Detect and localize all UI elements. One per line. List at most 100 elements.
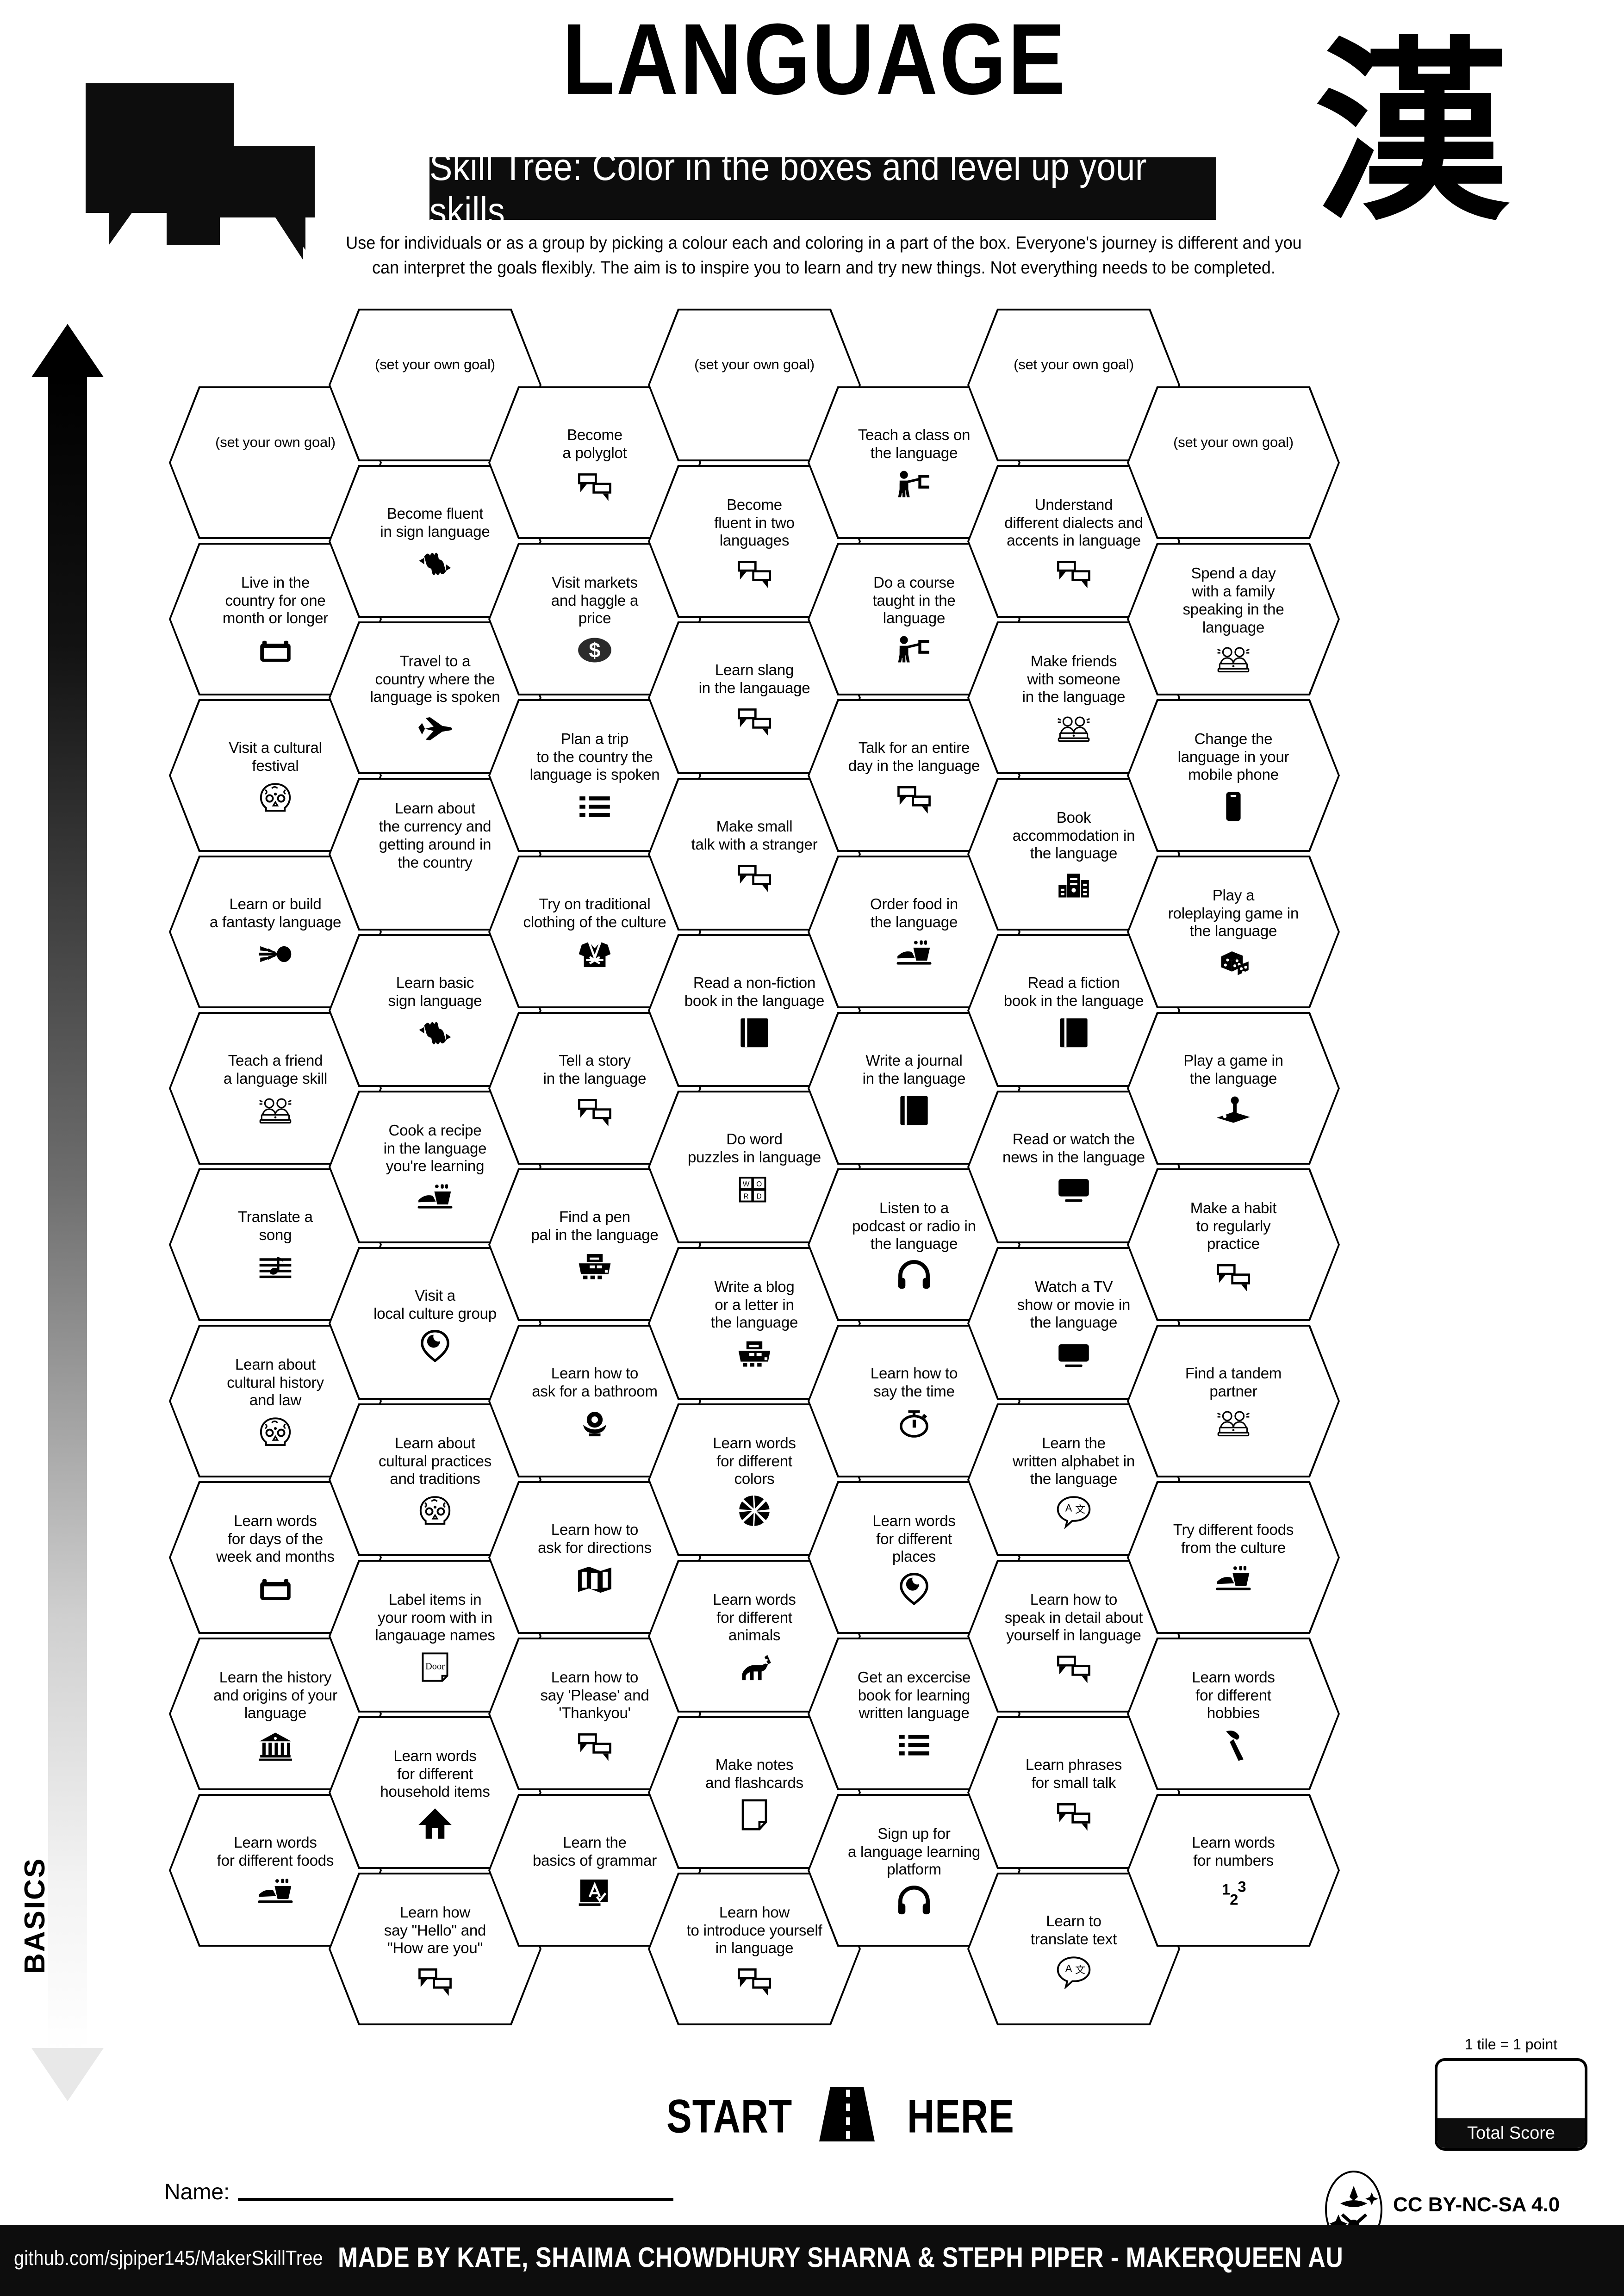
skill-tile[interactable]: Learn words for different hobbies [1127, 1638, 1340, 1790]
chat-icon [417, 1962, 453, 1998]
skill-tile[interactable]: (set your own goal) [329, 309, 541, 461]
dog-icon [736, 1649, 772, 1685]
food-icon [1215, 1562, 1251, 1598]
stopwatch-icon [896, 1405, 932, 1441]
skill-tile-label: Learn how to say 'Please' and 'Thankyou' [540, 1668, 649, 1722]
skill-tile-label: Learn words for different animals [713, 1590, 796, 1644]
two-people-icon [257, 1092, 293, 1129]
teacher-icon [896, 467, 932, 503]
skill-tile-label: Play a roleplaying game in the language [1168, 886, 1299, 940]
house-icon [417, 1806, 453, 1842]
sign-hands-icon [417, 1015, 453, 1051]
skill-tile-label: Travel to a country where the language is … [370, 652, 500, 706]
footer-github-url[interactable]: github.com/sjpiper145/MakerSkillTree [14, 2247, 323, 2270]
chat-icon [1056, 554, 1092, 590]
start-label: START [666, 2090, 793, 2143]
skill-tile[interactable]: Find a tandem partner [1127, 1325, 1340, 1477]
skill-tile-body: Play a roleplaying game in the language [1129, 857, 1338, 1006]
skill-tile-label: Teach a class on the language [858, 426, 971, 461]
skill-tile-label: Learn words for days of the week and month… [216, 1512, 335, 1565]
color-wheel-icon [736, 1493, 772, 1529]
chat-icon [736, 554, 772, 590]
intro-paragraph: Use for individuals or as a group by pic… [346, 232, 1302, 278]
chat-icon [577, 467, 613, 503]
skill-tile-label: Do a course taught in the language [872, 573, 956, 627]
skill-tile[interactable]: (set your own goal) [1127, 386, 1340, 539]
kimono-icon [577, 936, 613, 972]
page-title: LANGUAGE [562, 3, 1067, 116]
skill-tile-label: Make small talk with a stranger [691, 818, 818, 853]
svg-text:D: D [757, 1192, 762, 1200]
svg-text:$: $ [589, 639, 600, 662]
svg-text:W: W [743, 1180, 750, 1188]
skill-tile-label: Learn words for different foods [217, 1834, 334, 1869]
skill-tile-label: Become fluent in sign language [380, 505, 490, 540]
skill-tile-label: Order food in the language [870, 895, 958, 931]
joystick-icon [1215, 1092, 1251, 1129]
name-field-row[interactable]: Name: [164, 2172, 673, 2205]
skill-tile[interactable]: Spend a day with a family speaking in the … [1127, 543, 1340, 695]
food-icon [896, 936, 932, 972]
dollar-icon: $ [577, 632, 613, 668]
skill-tile-body: Learn phrases for small talk [969, 1718, 1178, 1867]
svg-text:文: 文 [1075, 1504, 1085, 1516]
here-label: HERE [907, 2090, 1014, 2143]
skill-tile-label: Read a fiction book in the language [1003, 974, 1144, 1009]
chat-icon [736, 1962, 772, 1998]
list-icon [896, 1727, 932, 1763]
skill-tile-label: Visit markets and haggle a price [551, 573, 639, 627]
two-people-icon [1056, 711, 1092, 747]
skill-tile-body: Learn words for different hobbies [1129, 1639, 1338, 1788]
kanji-character: 漢 [1314, 21, 1509, 247]
footer-credit-text: MADE BY KATE, SHAIMA CHOWDHURY SHARNA & … [338, 2242, 1344, 2274]
skill-tile[interactable]: Learn words for numbers 1 2 3 [1127, 1794, 1340, 1947]
skill-tile[interactable]: Watch a TV show or movie in the language [967, 1247, 1180, 1400]
skill-tile-body: (set your own goal) [1129, 388, 1338, 537]
skill-tile-label: Become a polyglot [562, 426, 627, 461]
skill-tile-body: Make a habit to regularly practice [1129, 1170, 1338, 1319]
chat-icon [1056, 1649, 1092, 1685]
pin-icon [417, 1328, 453, 1364]
chat-icon [577, 1092, 613, 1129]
skill-tile-label: Learn words for different places [872, 1512, 956, 1565]
skill-tile-body: Try different foods from the culture [1129, 1483, 1338, 1632]
skill-tile[interactable]: Learn to translate text A 文 [967, 1873, 1180, 2025]
svg-text:Door: Door [425, 1662, 445, 1672]
svg-text:2: 2 [1230, 1891, 1238, 1908]
skill-tile-label: (set your own goal) [694, 356, 815, 372]
svg-text:O: O [756, 1180, 762, 1188]
skill-tile-label: Visit a local culture group [373, 1287, 497, 1322]
skill-tile[interactable]: Play a roleplaying game in the language [1127, 856, 1340, 1008]
skill-tile[interactable]: Change the language in your mobile phone [1127, 699, 1340, 852]
skill-tile-label: Learn how to introduce yourself in languag… [686, 1903, 822, 1957]
axis-arrow-up-icon [31, 324, 104, 377]
skill-tile-body: Play a game in the language [1129, 1014, 1338, 1163]
skill-tile-label: Learn how say "Hello" and "How are you" [384, 1903, 486, 1957]
skill-tile-label: Learn the written alphabet in the language [1012, 1434, 1135, 1488]
headphones-icon [896, 1258, 932, 1294]
skill-tile-label: Sign up for a language learning platform [847, 1824, 981, 1878]
book-icon [896, 1092, 932, 1129]
skill-tile-label: Try different foods from the culture [1173, 1521, 1294, 1556]
skill-tile[interactable]: Play a game in the language [1127, 1012, 1340, 1165]
book-icon [736, 1015, 772, 1051]
chat-icon [1056, 1797, 1092, 1833]
toilet-icon [577, 1405, 613, 1441]
museum-icon [257, 1727, 293, 1763]
skill-tile-label: Try on traditional clothing of the cultur… [523, 895, 666, 931]
skill-tile[interactable]: Try different foods from the culture [1127, 1481, 1340, 1634]
name-input-line[interactable] [238, 2198, 673, 2201]
plane-icon [417, 711, 453, 747]
svg-text:A: A [1065, 1502, 1072, 1514]
score-panel: 1 tile = 1 point Total Score [1435, 2036, 1587, 2152]
skill-tile-label: Learn to translate text [1030, 1912, 1117, 1948]
skill-tile-label: Learn about cultural practices and traditi… [379, 1434, 492, 1488]
skill-tile[interactable]: Label items in your room with in langauage… [329, 1560, 541, 1713]
hammer-icon [1215, 1727, 1251, 1763]
skill-tile-label: (set your own goal) [375, 356, 495, 372]
skill-tile[interactable]: Make a habit to regularly practice [1127, 1168, 1340, 1321]
skill-tile-label: Tell a story in the language [543, 1052, 647, 1087]
total-score-box[interactable]: Total Score [1435, 2058, 1587, 2151]
